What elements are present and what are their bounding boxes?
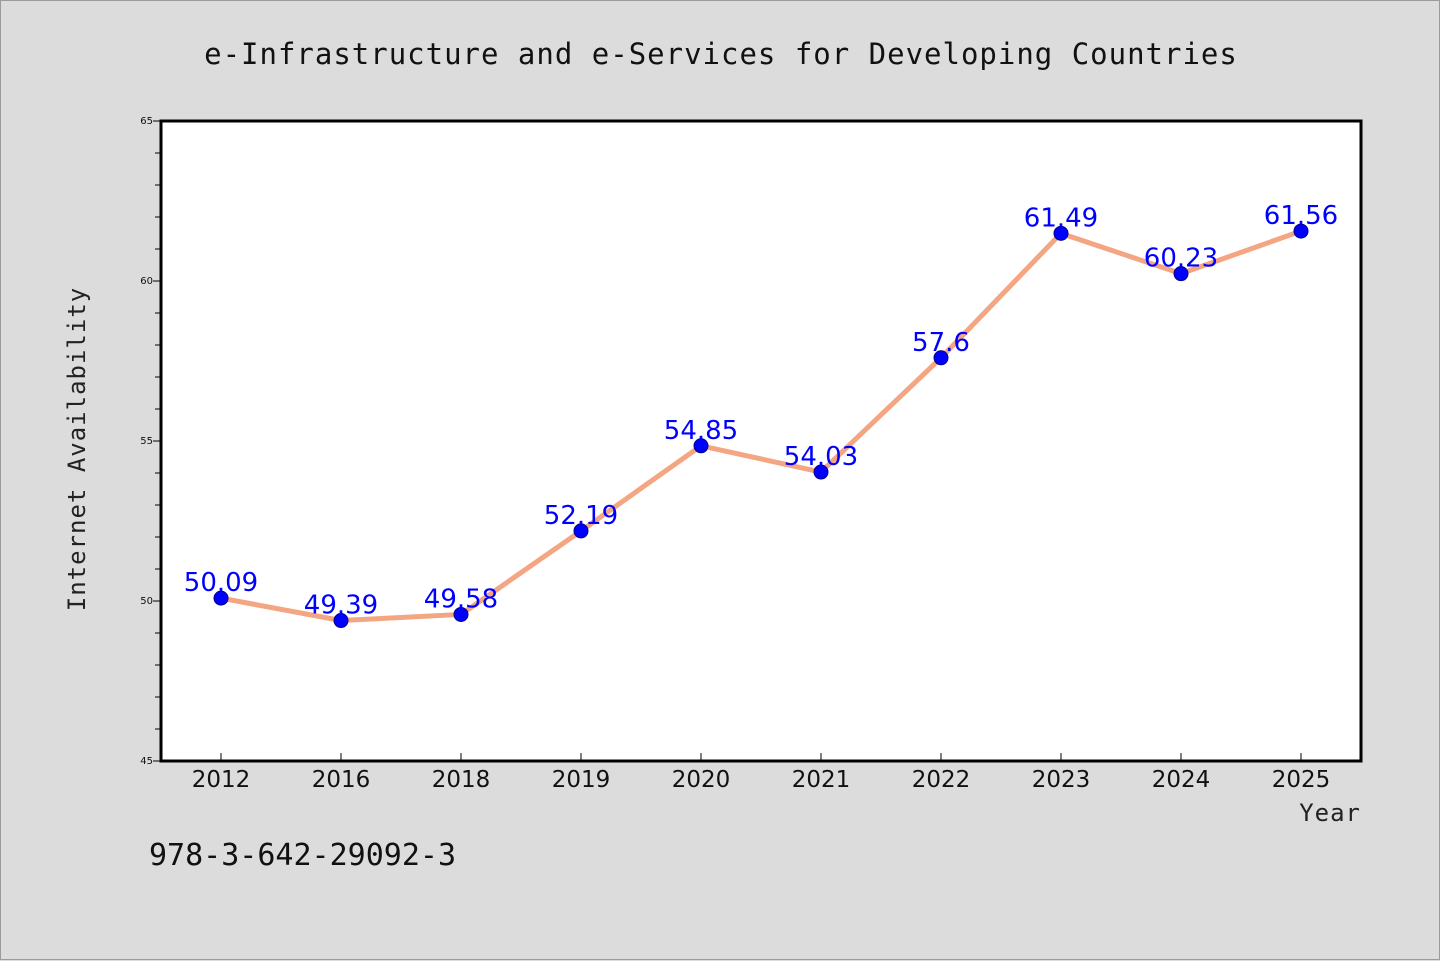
- data-point: [453, 606, 469, 622]
- data-label: 49.39: [304, 591, 378, 621]
- data-point: [933, 350, 949, 366]
- data-point: [213, 590, 229, 606]
- data-label: 50.09: [184, 568, 258, 598]
- data-label: 57.6: [912, 328, 970, 358]
- x-tick-label: 2023: [1032, 767, 1091, 793]
- x-tick-label: 2012: [192, 767, 251, 793]
- x-tick-label: 2024: [1152, 767, 1211, 793]
- data-point: [333, 613, 349, 629]
- data-label: 52.19: [544, 501, 618, 531]
- data-point: [1173, 266, 1189, 282]
- data-point: [1293, 223, 1309, 239]
- data-label: 61.49: [1024, 203, 1098, 233]
- y-axis: 45 50 55 60 65: [140, 116, 161, 767]
- series-markers: [213, 223, 1309, 629]
- y-tick-label: 60: [140, 276, 153, 287]
- data-point: [813, 464, 829, 480]
- x-axis: 2012 2016 2018 2019 2020 2021 2022 2023 2024 2025: [192, 753, 1331, 793]
- x-tick-label: 2025: [1272, 767, 1331, 793]
- data-label: 54.85: [664, 416, 738, 446]
- y-tick-label: 50: [140, 596, 153, 607]
- y-tick-label: 65: [140, 116, 153, 127]
- series-line: [220, 228, 1302, 624]
- data-label: 60.23: [1144, 244, 1218, 274]
- x-tick-label: 2021: [792, 767, 851, 793]
- data-label: 61.56: [1264, 201, 1338, 231]
- data-label: 49.58: [424, 584, 498, 614]
- plot-area: [159, 119, 1363, 763]
- x-tick-label: 2016: [312, 767, 371, 793]
- x-axis-title: Year: [1299, 799, 1361, 827]
- x-tick-label: 2018: [432, 767, 491, 793]
- chart-title: e-Infrastructure and e-Services for Deve…: [204, 37, 1238, 71]
- data-point: [693, 438, 709, 454]
- x-tick-label: 2020: [672, 767, 731, 793]
- y-tick-label: 55: [140, 436, 153, 447]
- x-tick-label: 2022: [912, 767, 971, 793]
- data-point: [573, 523, 589, 539]
- x-tick-label: 2019: [552, 767, 611, 793]
- data-label: 54.03: [784, 442, 858, 472]
- data-labels: 50.09 49.39 49.58 52.19 54.85 54.03 57.6 61.49 6…: [184, 201, 1338, 620]
- y-tick-label: 45: [140, 756, 153, 767]
- footer-isbn: 978-3-642-29092-3: [149, 838, 456, 873]
- data-point: [1053, 225, 1069, 241]
- y-axis-title: Internet Availability: [63, 287, 91, 611]
